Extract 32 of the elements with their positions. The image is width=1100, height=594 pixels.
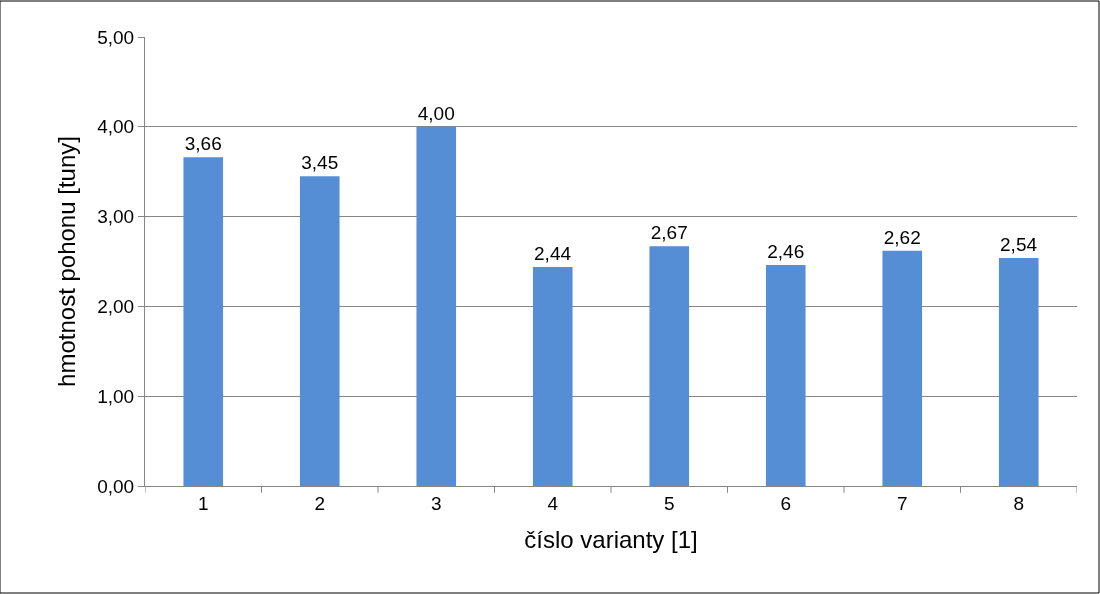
- x-tick-label: 2: [314, 492, 326, 514]
- data-label: 2,54: [1000, 233, 1038, 255]
- bar: [183, 157, 224, 486]
- y-tick-label: 4,00: [97, 116, 135, 138]
- data-label: 2,44: [534, 242, 572, 264]
- x-tick-label: 4: [547, 492, 559, 514]
- y-tick-label: 1,00: [97, 385, 135, 407]
- x-tick-label: 3: [430, 492, 442, 514]
- data-label: 3,66: [184, 133, 222, 155]
- x-axis-title: číslo varianty [1]: [524, 526, 698, 554]
- data-label: 2,46: [767, 241, 805, 263]
- x-tick-label: 5: [663, 492, 675, 514]
- x-tick-label: 1: [197, 492, 209, 514]
- bar: [299, 176, 340, 486]
- y-tick-label: 2,00: [97, 296, 135, 318]
- data-label: 4,00: [417, 102, 455, 124]
- y-tick-label: 3,00: [97, 206, 135, 228]
- y-tick-label: 5,00: [97, 26, 135, 48]
- x-tick-label: 6: [780, 492, 792, 514]
- x-tick-label: 8: [1013, 492, 1025, 514]
- x-tick-label: 7: [896, 492, 908, 514]
- bar: [998, 257, 1039, 486]
- y-axis-title: hmotnost pohonu [tuny]: [53, 136, 81, 387]
- bar: [416, 126, 457, 486]
- bar: [532, 266, 573, 486]
- bar: [882, 250, 923, 486]
- y-tick-label: 0,00: [97, 475, 135, 497]
- bar: [765, 265, 806, 486]
- bar: [649, 246, 690, 486]
- data-label: 2,62: [883, 226, 921, 248]
- data-label: 3,45: [301, 152, 339, 174]
- data-label: 2,67: [650, 222, 688, 244]
